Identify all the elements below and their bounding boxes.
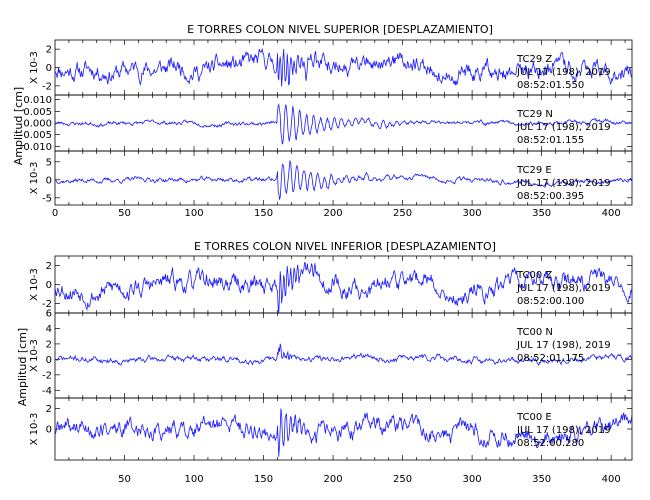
y-tick-label: 0 — [46, 280, 52, 291]
y-tick-label: -4 — [42, 386, 52, 397]
x-tick-label: 0 — [52, 208, 58, 219]
y-tick-label: -5 — [42, 193, 52, 204]
waveform-line — [54, 408, 633, 457]
waveform-line — [54, 103, 633, 145]
y-tick-label: 2 — [46, 261, 52, 272]
y-tick-label: 5 — [46, 157, 52, 168]
x-tick-label: 250 — [393, 208, 412, 219]
lower-level-group: E TORRES COLON NIVEL INFERIOR [DESPLAZAM… — [16, 240, 633, 485]
y-tick-label: 0.005 — [23, 107, 52, 118]
x-tick-label: 350 — [532, 208, 551, 219]
lower-level-title: E TORRES COLON NIVEL INFERIOR [DESPLAZAM… — [194, 240, 496, 253]
waveform-line — [54, 343, 633, 366]
x-tick-label: 300 — [463, 474, 482, 485]
x-tick-label: 300 — [463, 208, 482, 219]
station-label: TC29 E — [516, 165, 552, 176]
trace-panel: 5 0 -5X 10-3 TC29 E JUL 17 (198), 2019 08:52:… — [29, 150, 633, 206]
y-tick-label: 2 — [46, 45, 52, 56]
date-label: JUL 17 (198), 2019 — [516, 283, 611, 294]
waveform-line — [54, 48, 633, 87]
x-tick-label: 250 — [393, 474, 412, 485]
lower-level-ylabel: Amplitud [cm] — [16, 328, 29, 406]
upper-level-ylabel: Amplitud [cm] — [12, 87, 25, 165]
date-label: JUL 17 (198), 2019 — [516, 340, 611, 351]
time-label: 08:52:01.175 — [517, 353, 584, 364]
x-tick-label: 200 — [324, 474, 343, 485]
y-tick-label: -2 — [42, 81, 52, 92]
waveform-line — [54, 159, 633, 200]
station-label: TC00 N — [516, 327, 553, 338]
y-tick-label: 2 — [46, 339, 52, 350]
y-tick-label: 0 — [46, 425, 52, 436]
y-tick-label: -0.005 — [20, 130, 52, 141]
scale-label: X 10-3 — [29, 339, 40, 372]
trace-panel: 2 0 -2X 10-3 TC29 Z JUL 17 (198), 2019 08:52:… — [29, 39, 633, 96]
scale-label: X 10-3 — [29, 51, 40, 84]
y-tick-label: -0.010 — [20, 142, 52, 153]
time-label: 08:52:01.155 — [517, 135, 584, 146]
x-tick-label: 150 — [254, 208, 273, 219]
x-tick-label: 50 — [118, 208, 131, 219]
y-tick-label: 0.000 — [23, 119, 52, 130]
upper-level-group: E TORRES COLON NIVEL SUPERIOR [DESPLAZAM… — [12, 23, 633, 219]
y-tick-label: 0.010 — [23, 95, 52, 106]
x-tick-label: 350 — [532, 474, 551, 485]
y-tick-label: 6 — [46, 309, 52, 320]
x-tick-label: 400 — [602, 208, 621, 219]
scale-label: X 10-3 — [29, 413, 40, 446]
upper-level-title: E TORRES COLON NIVEL SUPERIOR [DESPLAZAM… — [187, 23, 493, 36]
x-tick-label: 50 — [118, 474, 131, 485]
x-tick-label: 400 — [602, 474, 621, 485]
date-label: JUL 17 (198), 2019 — [516, 425, 611, 436]
x-tick-label: 100 — [184, 208, 203, 219]
time-label: 08:52:00.280 — [517, 438, 584, 449]
y-tick-label: -2 — [42, 299, 52, 310]
station-label: TC00 E — [516, 412, 552, 423]
y-tick-label: -2 — [42, 370, 52, 381]
scale-label: X 10-3 — [29, 162, 40, 195]
y-tick-label: 4 — [46, 324, 52, 335]
date-label: JUL 17 (198), 2019 — [516, 122, 611, 133]
time-label: 08:52:00.395 — [517, 191, 584, 202]
station-label: TC29 N — [516, 109, 553, 120]
waveform-line — [54, 261, 633, 314]
station-label: TC00 Z — [516, 270, 552, 281]
trace-panel: 2 0 X 10-3 TC00 E JUL 17 (198), 2019 08:52:00… — [29, 397, 633, 461]
y-tick-label: 0 — [46, 63, 52, 74]
station-label: TC29 Z — [516, 54, 552, 65]
y-tick-label: 2 — [46, 404, 52, 415]
time-label: 08:52:00.100 — [517, 296, 584, 307]
scale-label: X 10-3 — [29, 268, 40, 301]
date-label: JUL 17 (198), 2019 — [516, 178, 611, 189]
y-tick-label: 0 — [46, 355, 52, 366]
date-label: JUL 17 (198), 2019 — [516, 67, 611, 78]
trace-panel: 2 0 -2X 10-3 TC00 Z JUL 17 (198), 2019 08:52:… — [29, 255, 633, 314]
x-tick-label: 100 — [184, 474, 203, 485]
trace-panel: 6 4 2 0 -2 -4 X 10-3 TC00 N JUL 17 (198), 2019 08… — [29, 309, 633, 399]
x-tick-label: 150 — [254, 474, 273, 485]
panel-frame — [54, 150, 633, 206]
x-tick-label: 200 — [324, 208, 343, 219]
y-tick-label: 0 — [46, 175, 52, 186]
time-label: 08:52:01.550 — [517, 80, 584, 91]
